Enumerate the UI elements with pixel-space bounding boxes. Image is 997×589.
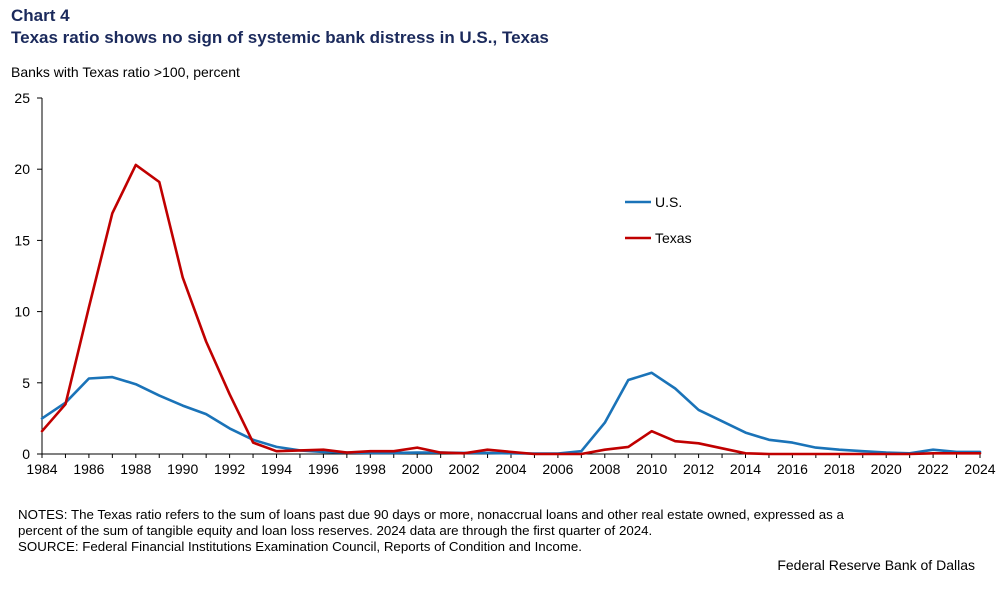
y-tick-label: 10 [14, 304, 30, 320]
x-tick-label: 1988 [120, 461, 151, 477]
y-axis-label: Banks with Texas ratio >100, percent [11, 64, 240, 80]
y-tick-label: 20 [14, 161, 30, 177]
legend-label-texas: Texas [655, 230, 692, 246]
x-tick-label: 2012 [683, 461, 714, 477]
x-tick-label: 2016 [777, 461, 808, 477]
source-line: SOURCE: Federal Financial Institutions E… [18, 539, 582, 554]
notes-line-2: percent of the sum of tangible equity an… [18, 523, 653, 538]
chart-title: Texas ratio shows no sign of systemic ba… [11, 28, 549, 47]
axes: 0 5 10 15 20 25 1984 1986 1988 1990 1992 1994 1996 19… [14, 90, 995, 477]
x-tick-label: 2008 [589, 461, 620, 477]
y-tick-label: 5 [22, 375, 30, 391]
y-tick-label: 25 [14, 90, 30, 106]
x-tick-label: 2006 [542, 461, 573, 477]
notes-line-1: NOTES: The Texas ratio refers to the sum… [18, 507, 844, 522]
series-line-texas [40, 163, 982, 456]
x-tick-label: 2022 [918, 461, 949, 477]
x-tick-label: 1992 [214, 461, 245, 477]
x-tick-label: 1996 [308, 461, 339, 477]
x-tick-label: 2000 [402, 461, 433, 477]
x-tick-label: 2024 [964, 461, 995, 477]
x-tick-label: 1984 [26, 461, 57, 477]
chart-number: Chart 4 [11, 6, 70, 25]
notes: NOTES: The Texas ratio refers to the sum… [18, 507, 978, 555]
x-tick-label: 1990 [167, 461, 198, 477]
legend-label-u-s: U.S. [655, 194, 682, 210]
x-tick-label: 2004 [495, 461, 526, 477]
line-chart: 0 5 10 15 20 25 1984 1986 1988 1990 1992 1994 1996 19… [14, 90, 995, 477]
x-tick-label: 1986 [73, 461, 104, 477]
x-tick-label: 1998 [355, 461, 386, 477]
series-lines [40, 163, 982, 456]
x-tick-label: 2014 [730, 461, 761, 477]
y-tick-label: 0 [22, 446, 30, 462]
x-tick-label: 1994 [261, 461, 292, 477]
x-tick-label: 2002 [449, 461, 480, 477]
y-tick-label: 15 [14, 232, 30, 248]
x-tick-label: 2018 [824, 461, 855, 477]
x-tick-label: 2010 [636, 461, 667, 477]
legend: U.S. Texas [625, 194, 692, 246]
credit: Federal Reserve Bank of Dallas [777, 557, 975, 573]
series-line-u-s [40, 371, 982, 455]
x-tick-label: 2020 [871, 461, 902, 477]
